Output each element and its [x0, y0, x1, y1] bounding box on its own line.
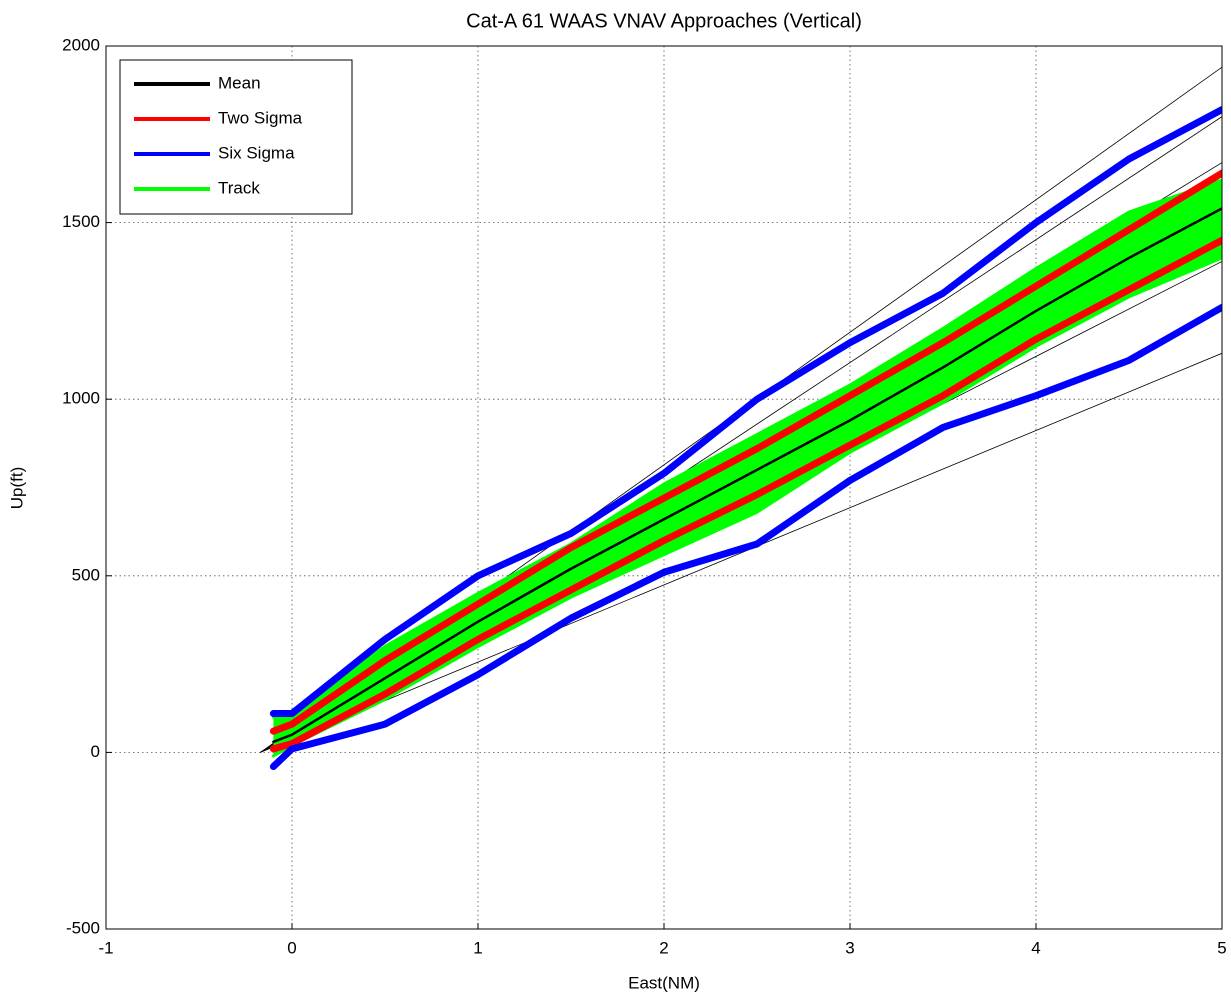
series-line [271, 178, 1222, 719]
legend-label: Six Sigma [218, 143, 295, 162]
legend-label: Mean [218, 73, 261, 92]
y-tick-label: 1000 [62, 389, 100, 408]
chart-title: Cat-A 61 WAAS VNAV Approaches (Vertical) [466, 10, 862, 32]
series-line [269, 106, 1222, 718]
x-axis-label: East(NM) [628, 973, 700, 992]
x-tick-label: 3 [845, 938, 854, 957]
series-line [271, 256, 1222, 758]
series-line [269, 236, 1222, 753]
plot-frame [105, 45, 1223, 930]
x-tick-label: 2 [659, 938, 668, 957]
x-tick-label: 4 [1031, 938, 1040, 957]
y-tick-label: 1500 [62, 212, 100, 231]
y-tick-label: 500 [72, 565, 100, 584]
x-tick-label: 0 [287, 938, 296, 957]
y-tick-label: 2000 [62, 35, 100, 54]
legend-label: Track [218, 178, 260, 197]
legend-label: Two Sigma [218, 108, 303, 127]
y-tick-label: -500 [66, 918, 100, 937]
y-axis-label: Up(ft) [7, 467, 26, 510]
x-tick-label: 5 [1217, 938, 1226, 957]
series-line [272, 207, 1222, 744]
x-tick-label: -1 [98, 938, 113, 957]
reference-line [260, 352, 1222, 753]
x-tick-label: 1 [473, 938, 482, 957]
series-line [269, 303, 1222, 771]
series-line [269, 169, 1222, 735]
band [273, 180, 1222, 756]
plot [260, 66, 1222, 771]
y-tick-label: 0 [91, 742, 100, 761]
